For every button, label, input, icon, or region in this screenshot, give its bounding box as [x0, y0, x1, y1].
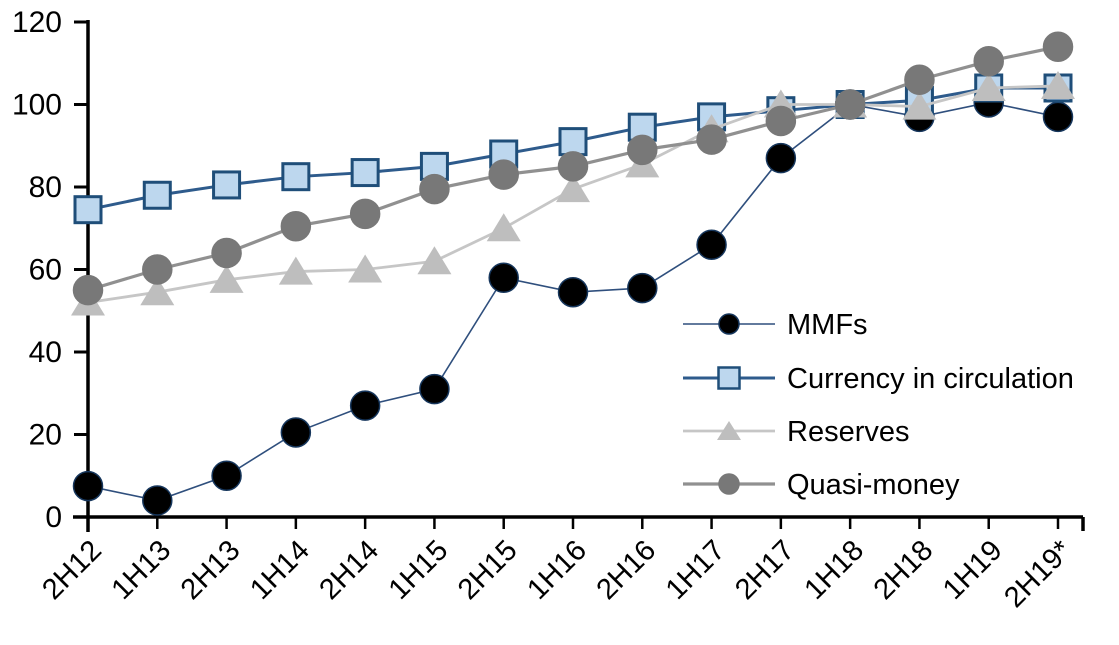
- marker-circle: [280, 417, 312, 448]
- marker-circle: [142, 485, 173, 516]
- legend-item-currency-in-circulation: Currency in circulation: [683, 363, 1074, 395]
- marker-circle: [72, 274, 104, 306]
- marker-circle: [211, 237, 242, 269]
- marker-triangle: [486, 213, 521, 242]
- marker-triangle: [902, 91, 937, 120]
- x-tick-label: 1H18: [798, 534, 870, 606]
- legend-item-reserves: Reserves: [683, 416, 910, 448]
- legend-label: Reserves: [787, 416, 910, 448]
- x-tick-label: 1H16: [521, 534, 593, 606]
- marker-circle: [488, 159, 519, 190]
- marker-circle: [142, 254, 173, 285]
- marker-triangle: [278, 256, 313, 285]
- marker-circle: [973, 45, 1004, 77]
- marker-triangle: [556, 174, 590, 203]
- legend-label: MMFs: [787, 309, 868, 341]
- marker-circle: [349, 390, 381, 421]
- marker-square: [350, 158, 380, 188]
- marker-circle: [419, 173, 450, 205]
- x-tick-label: 2H16: [591, 534, 663, 606]
- marker-circle: [834, 89, 866, 120]
- marker-square: [558, 127, 588, 157]
- legend-item-mmfs: MMFs: [683, 309, 868, 341]
- marker-circle: [718, 473, 740, 495]
- x-tick-label: 1H15: [383, 534, 455, 606]
- marker-triangle: [348, 254, 383, 283]
- marker-circle: [904, 64, 935, 95]
- marker-circle: [627, 272, 658, 304]
- x-tick-label: 1H17: [660, 534, 732, 606]
- x-tick-label: 2H12: [36, 534, 108, 606]
- y-tick-label: 60: [29, 254, 62, 287]
- marker-circle: [696, 124, 727, 155]
- marker-circle: [349, 198, 381, 230]
- x-tick-label: 2H18: [868, 534, 940, 606]
- legend-item-quasi-money: Quasi-money: [683, 469, 960, 501]
- legend-label: Currency in circulation: [787, 363, 1074, 395]
- marker-square: [212, 170, 242, 200]
- x-tick-label: 1H13: [106, 534, 178, 606]
- marker-circle: [696, 229, 727, 260]
- marker-square: [281, 162, 311, 192]
- x-tick-label: 1H14: [244, 534, 316, 606]
- x-tick-label: 1H19: [937, 534, 1009, 606]
- marker-circle: [280, 210, 312, 242]
- x-axis: 2H121H132H131H142H141H152H151H162H161H17…: [36, 517, 1085, 614]
- marker-triangle: [140, 277, 175, 306]
- x-tick-label: 2H13: [175, 534, 247, 606]
- x-tick-label: 2H19*: [998, 534, 1078, 614]
- marker-circle: [718, 313, 740, 335]
- marker-circle: [765, 142, 797, 174]
- marker-circle: [1042, 101, 1074, 133]
- series-quasi-money: [72, 31, 1074, 306]
- marker-circle: [419, 373, 450, 405]
- marker-circle: [557, 276, 589, 308]
- marker-circle: [1042, 31, 1074, 62]
- y-tick-label: 20: [29, 419, 62, 452]
- marker-circle: [488, 262, 519, 293]
- marker-square: [73, 195, 103, 225]
- marker-triangle: [417, 246, 452, 275]
- y-tick-label: 120: [12, 6, 62, 39]
- marker-circle: [627, 134, 658, 166]
- y-tick-label: 80: [29, 171, 62, 204]
- marker-square: [717, 366, 741, 390]
- y-tick-label: 40: [29, 336, 62, 369]
- legend-label: Quasi-money: [787, 469, 960, 501]
- legend: MMFs Currency in circulation Reserves Quasi…: [683, 309, 1074, 501]
- x-tick-label: 2H15: [452, 534, 524, 606]
- marker-circle: [72, 470, 104, 502]
- y-tick-label: 0: [45, 501, 62, 534]
- marker-circle: [557, 151, 589, 182]
- marker-triangle: [209, 264, 244, 293]
- marker-triangle: [1041, 70, 1075, 99]
- y-axis: 0 20 40 60 80 100 120: [12, 6, 88, 534]
- marker-circle: [765, 105, 797, 137]
- y-tick-label: 100: [12, 89, 62, 122]
- x-tick-label: 2H14: [313, 534, 385, 606]
- marker-triangle: [717, 421, 741, 440]
- marker-triangle: [971, 73, 1006, 101]
- x-tick-label: 2H17: [729, 534, 801, 606]
- marker-square: [142, 180, 172, 210]
- marker-circle: [211, 460, 242, 491]
